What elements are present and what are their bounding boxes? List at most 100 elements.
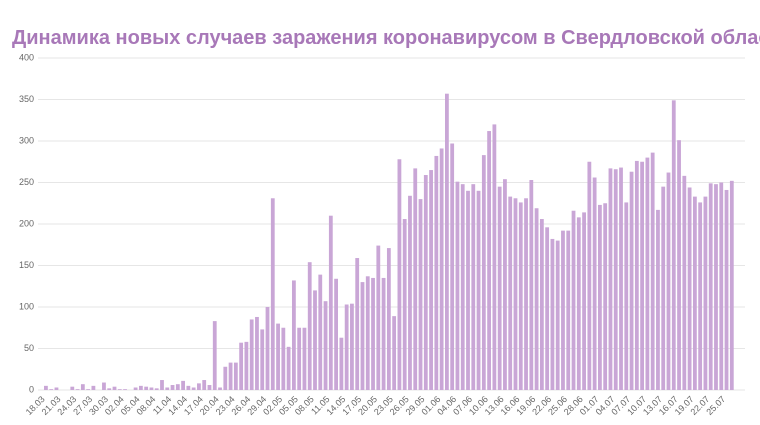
bar [244, 341, 249, 390]
bar [197, 383, 201, 390]
bar [687, 187, 692, 390]
bar [323, 301, 328, 390]
bar [381, 277, 386, 390]
bar [423, 175, 428, 390]
chart-title: Динамика новых случаев заражения коронав… [12, 27, 760, 49]
bar [450, 143, 455, 390]
bar [677, 140, 681, 390]
bar [138, 385, 143, 390]
bar [86, 389, 91, 390]
bar [181, 380, 185, 390]
bar [49, 389, 54, 390]
bar [518, 202, 523, 390]
y-tick-label: 150 [19, 260, 34, 270]
bar [339, 337, 344, 390]
bar [91, 385, 96, 390]
bar [534, 208, 539, 390]
bar [218, 387, 222, 390]
bar [476, 190, 481, 390]
bar [360, 282, 365, 390]
bar [513, 198, 518, 390]
bar [70, 386, 75, 390]
y-tick-label: 200 [19, 218, 34, 228]
bar [603, 203, 608, 390]
bar [608, 168, 613, 390]
bar [202, 380, 207, 390]
bar [645, 157, 650, 390]
bar [571, 210, 576, 390]
bar [270, 198, 275, 390]
y-tick-label: 400 [19, 52, 34, 62]
bar [281, 327, 286, 390]
bar [228, 362, 233, 390]
bar [249, 319, 254, 390]
bar [286, 346, 291, 390]
bar [318, 274, 323, 390]
bar [175, 384, 180, 390]
bar [392, 316, 397, 390]
y-tick-label: 100 [19, 301, 34, 311]
bar [186, 385, 191, 390]
bar [492, 124, 497, 391]
bar [365, 276, 370, 390]
bar [112, 386, 117, 390]
bar [376, 245, 381, 390]
bar [149, 387, 154, 390]
bar [698, 202, 703, 390]
bar [413, 168, 418, 390]
bar [328, 215, 333, 390]
bar [582, 212, 586, 390]
bar [640, 161, 645, 390]
bar [117, 389, 122, 390]
bar [566, 230, 571, 390]
bar [561, 230, 565, 390]
bar [545, 227, 550, 390]
bar [255, 316, 259, 390]
bar [619, 167, 623, 390]
bar [44, 385, 48, 390]
y-tick-label: 0 [29, 384, 34, 394]
bar [191, 387, 196, 390]
bar [386, 248, 391, 390]
bar [729, 180, 734, 390]
bar [471, 184, 476, 390]
bar [233, 362, 238, 390]
bar [144, 386, 149, 390]
bar [291, 280, 296, 390]
bar [555, 240, 560, 390]
bar [539, 219, 544, 390]
bar [212, 321, 217, 390]
bar [165, 387, 170, 390]
bar [444, 93, 449, 390]
y-tick-label: 300 [19, 135, 34, 145]
bar [75, 389, 80, 390]
bar [429, 170, 433, 390]
bar [307, 262, 312, 390]
bar [265, 307, 270, 390]
bar [576, 217, 581, 390]
bar [497, 186, 502, 390]
bar [708, 183, 713, 390]
bar [592, 177, 597, 390]
bar [529, 180, 534, 390]
bar [160, 380, 164, 390]
bar [661, 186, 666, 390]
bar [455, 181, 460, 390]
bar [671, 100, 676, 390]
bar [682, 175, 687, 390]
bar [650, 152, 655, 390]
bar [334, 278, 339, 390]
bar [598, 204, 602, 390]
bar [629, 171, 634, 390]
bar [302, 327, 307, 390]
bar [313, 290, 317, 390]
bar [397, 159, 402, 390]
y-tick-label: 250 [19, 177, 34, 187]
bar [487, 131, 492, 391]
bar [154, 388, 159, 390]
bar [102, 382, 106, 390]
bar [239, 342, 244, 390]
bar [439, 148, 444, 390]
bar [260, 329, 265, 390]
